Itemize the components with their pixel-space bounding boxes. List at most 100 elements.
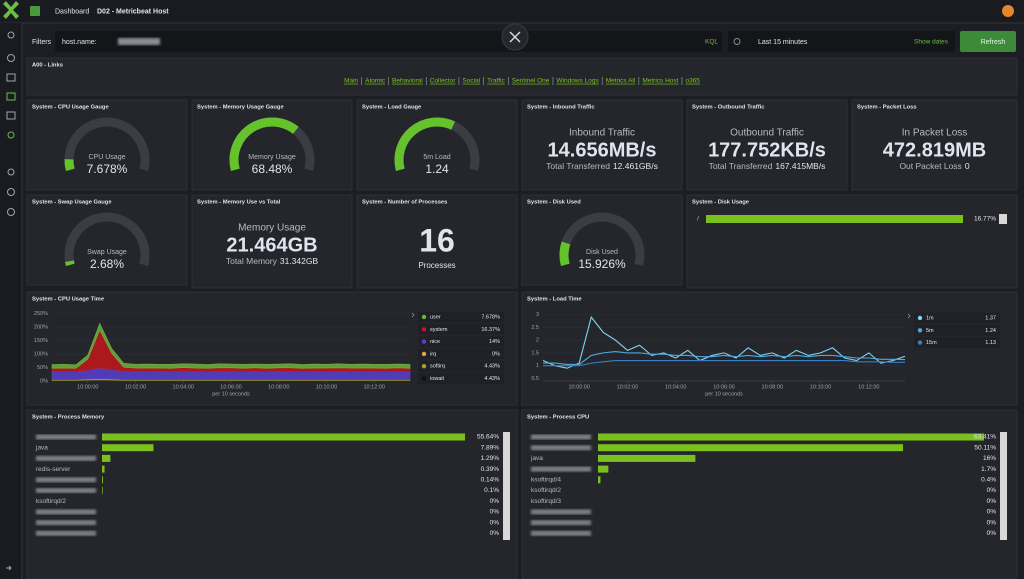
nav-icon[interactable] <box>7 54 15 62</box>
avatar[interactable] <box>1002 5 1014 17</box>
refresh-button[interactable] <box>960 31 1016 52</box>
calendar-icon[interactable] <box>733 38 741 45</box>
legend-swatch <box>421 339 427 344</box>
row-name-redacted <box>36 477 96 483</box>
legend-row[interactable] <box>418 360 504 372</box>
x-axis-label: per 10 seconds <box>212 391 250 397</box>
legend-value: 14% <box>489 339 500 345</box>
metric-sub-value: 12.461GB/s <box>613 161 658 171</box>
legend-name: 1m <box>926 315 934 321</box>
bar <box>706 215 963 223</box>
legend-row[interactable] <box>914 312 1000 324</box>
query-language[interactable]: KQL <box>705 39 718 46</box>
panel-title: System - Disk Usage <box>692 200 750 206</box>
link[interactable]: Traffic <box>487 78 505 85</box>
nav-icon[interactable] <box>6 73 16 82</box>
legend-toggle[interactable] <box>907 313 911 319</box>
logo[interactable] <box>3 1 19 19</box>
time-range[interactable]: Last 15 minutes <box>758 39 808 46</box>
bar-value: 0% <box>490 498 500 505</box>
panel <box>356 194 518 289</box>
x-tick-label: 10:10:00 <box>810 384 831 390</box>
metric-sub-label: Total Transferred <box>546 161 610 171</box>
nav-collapse[interactable] <box>6 565 12 571</box>
gauge-label: Memory Usage <box>248 154 296 161</box>
gauge-value-arc <box>559 241 571 266</box>
refresh-label[interactable]: Refresh <box>981 39 1006 46</box>
legend-name: system <box>430 327 448 333</box>
scroll-box[interactable] <box>999 214 1007 224</box>
bar <box>102 444 154 452</box>
row-name-redacted <box>531 466 591 472</box>
show-dates[interactable]: Show dates <box>914 39 949 46</box>
bar-value: 0% <box>490 530 500 537</box>
legend-toggle[interactable] <box>411 312 415 318</box>
y-tick-label: 1.5 <box>531 350 539 356</box>
nav-icons <box>6 31 16 571</box>
area <box>51 322 411 369</box>
nav-icon[interactable] <box>6 92 16 101</box>
x-tick-label: 10:06:00 <box>713 384 734 390</box>
bar <box>102 454 111 462</box>
panel-title: A00 - Links <box>32 63 63 69</box>
process-count: 16 <box>419 222 455 258</box>
gauge-track <box>64 117 150 171</box>
bar <box>598 465 609 473</box>
gauge-value: 68.48% <box>252 162 293 176</box>
bar-value: 16.77% <box>974 216 996 223</box>
time-picker[interactable] <box>728 31 955 52</box>
link[interactable]: Behavioral <box>392 78 423 85</box>
nav-icon[interactable] <box>6 111 16 120</box>
panel-title: System - Inbound Traffic <box>527 105 595 111</box>
metric-sub: Out Packet Loss 0 <box>899 161 969 171</box>
bar <box>102 476 103 484</box>
link[interactable]: Windows Logs <box>556 78 599 85</box>
y-tick-label: 2 <box>536 338 539 344</box>
nav-icon[interactable] <box>7 208 15 216</box>
scrollbar[interactable] <box>1000 432 1007 540</box>
space-icon[interactable] <box>30 6 40 16</box>
link[interactable]: Atomic <box>365 78 386 85</box>
x-tick-label: 10:08:00 <box>268 384 289 390</box>
link[interactable]: Collector <box>430 78 456 85</box>
y-tick-label: 2.5 <box>531 325 539 331</box>
panel-title: System - Packet Loss <box>857 105 917 111</box>
link[interactable]: Social <box>462 78 480 85</box>
gauge-value-arc <box>64 159 75 171</box>
link[interactable]: Sentinel One <box>512 78 550 85</box>
bar <box>598 476 601 484</box>
nav-icon[interactable] <box>7 168 15 176</box>
bar <box>598 444 904 452</box>
legend-row[interactable] <box>418 373 504 384</box>
line <box>543 351 906 365</box>
nav-icon[interactable] <box>7 131 15 139</box>
nav-icon[interactable] <box>7 188 15 196</box>
legend-value: 1.37 <box>985 315 996 321</box>
x-tick-label: 10:00:00 <box>77 384 98 390</box>
scrollbar[interactable] <box>503 432 510 540</box>
legend-row[interactable] <box>418 311 504 323</box>
legend-row[interactable] <box>418 323 504 335</box>
link[interactable]: o365 <box>685 78 700 85</box>
panel <box>521 99 683 191</box>
legend-row[interactable] <box>914 324 1000 336</box>
bar <box>102 433 465 441</box>
link[interactable]: Metrics Host <box>642 78 678 85</box>
bar-value: 0% <box>490 509 500 516</box>
link[interactable]: Main <box>344 78 358 85</box>
x-tick-label: 10:04:00 <box>665 384 686 390</box>
row-name: java <box>35 444 48 451</box>
bar-value: 1.7% <box>981 466 996 473</box>
bar-value: 0.39% <box>481 466 500 473</box>
legend-row[interactable] <box>914 337 1000 349</box>
row-name-redacted <box>36 520 96 526</box>
nav-icon[interactable] <box>7 31 15 39</box>
legend-row[interactable] <box>418 336 504 348</box>
link[interactable]: Metrics All <box>606 78 636 85</box>
legend-row[interactable] <box>418 348 504 360</box>
bar-value: 50.11% <box>974 444 996 451</box>
legend-name: 5m <box>926 328 934 334</box>
bar-value: 0.14% <box>481 477 500 484</box>
query-box[interactable] <box>55 31 722 52</box>
